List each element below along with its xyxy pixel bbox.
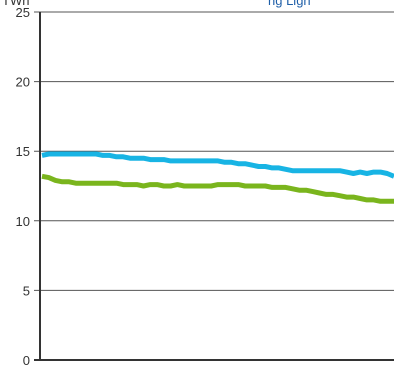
- y-tick-label-25: 25: [16, 5, 30, 20]
- y-tick-label-15: 15: [16, 144, 30, 159]
- y-tick-label-5: 5: [23, 283, 30, 298]
- series-line-2: [41, 173, 394, 204]
- series-lines: [41, 151, 394, 204]
- y-tick-labels: 0 5 10 15 20 25: [16, 5, 30, 368]
- y-tick-label-0: 0: [23, 353, 30, 368]
- gridlines: [34, 11, 394, 361]
- y-tick-label-10: 10: [16, 214, 30, 229]
- y-tick-label-20: 20: [16, 75, 30, 90]
- y-axis-unit-label: TWh: [2, 0, 30, 8]
- legend-text: ng Lign: [268, 0, 311, 8]
- series-line-1: [41, 151, 394, 179]
